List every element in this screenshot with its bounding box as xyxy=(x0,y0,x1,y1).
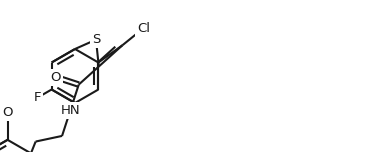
Text: F: F xyxy=(34,91,41,104)
Text: S: S xyxy=(92,33,100,46)
Text: O: O xyxy=(51,71,61,84)
Text: O: O xyxy=(2,106,13,119)
Text: Cl: Cl xyxy=(137,22,150,35)
Text: HN: HN xyxy=(60,104,80,117)
